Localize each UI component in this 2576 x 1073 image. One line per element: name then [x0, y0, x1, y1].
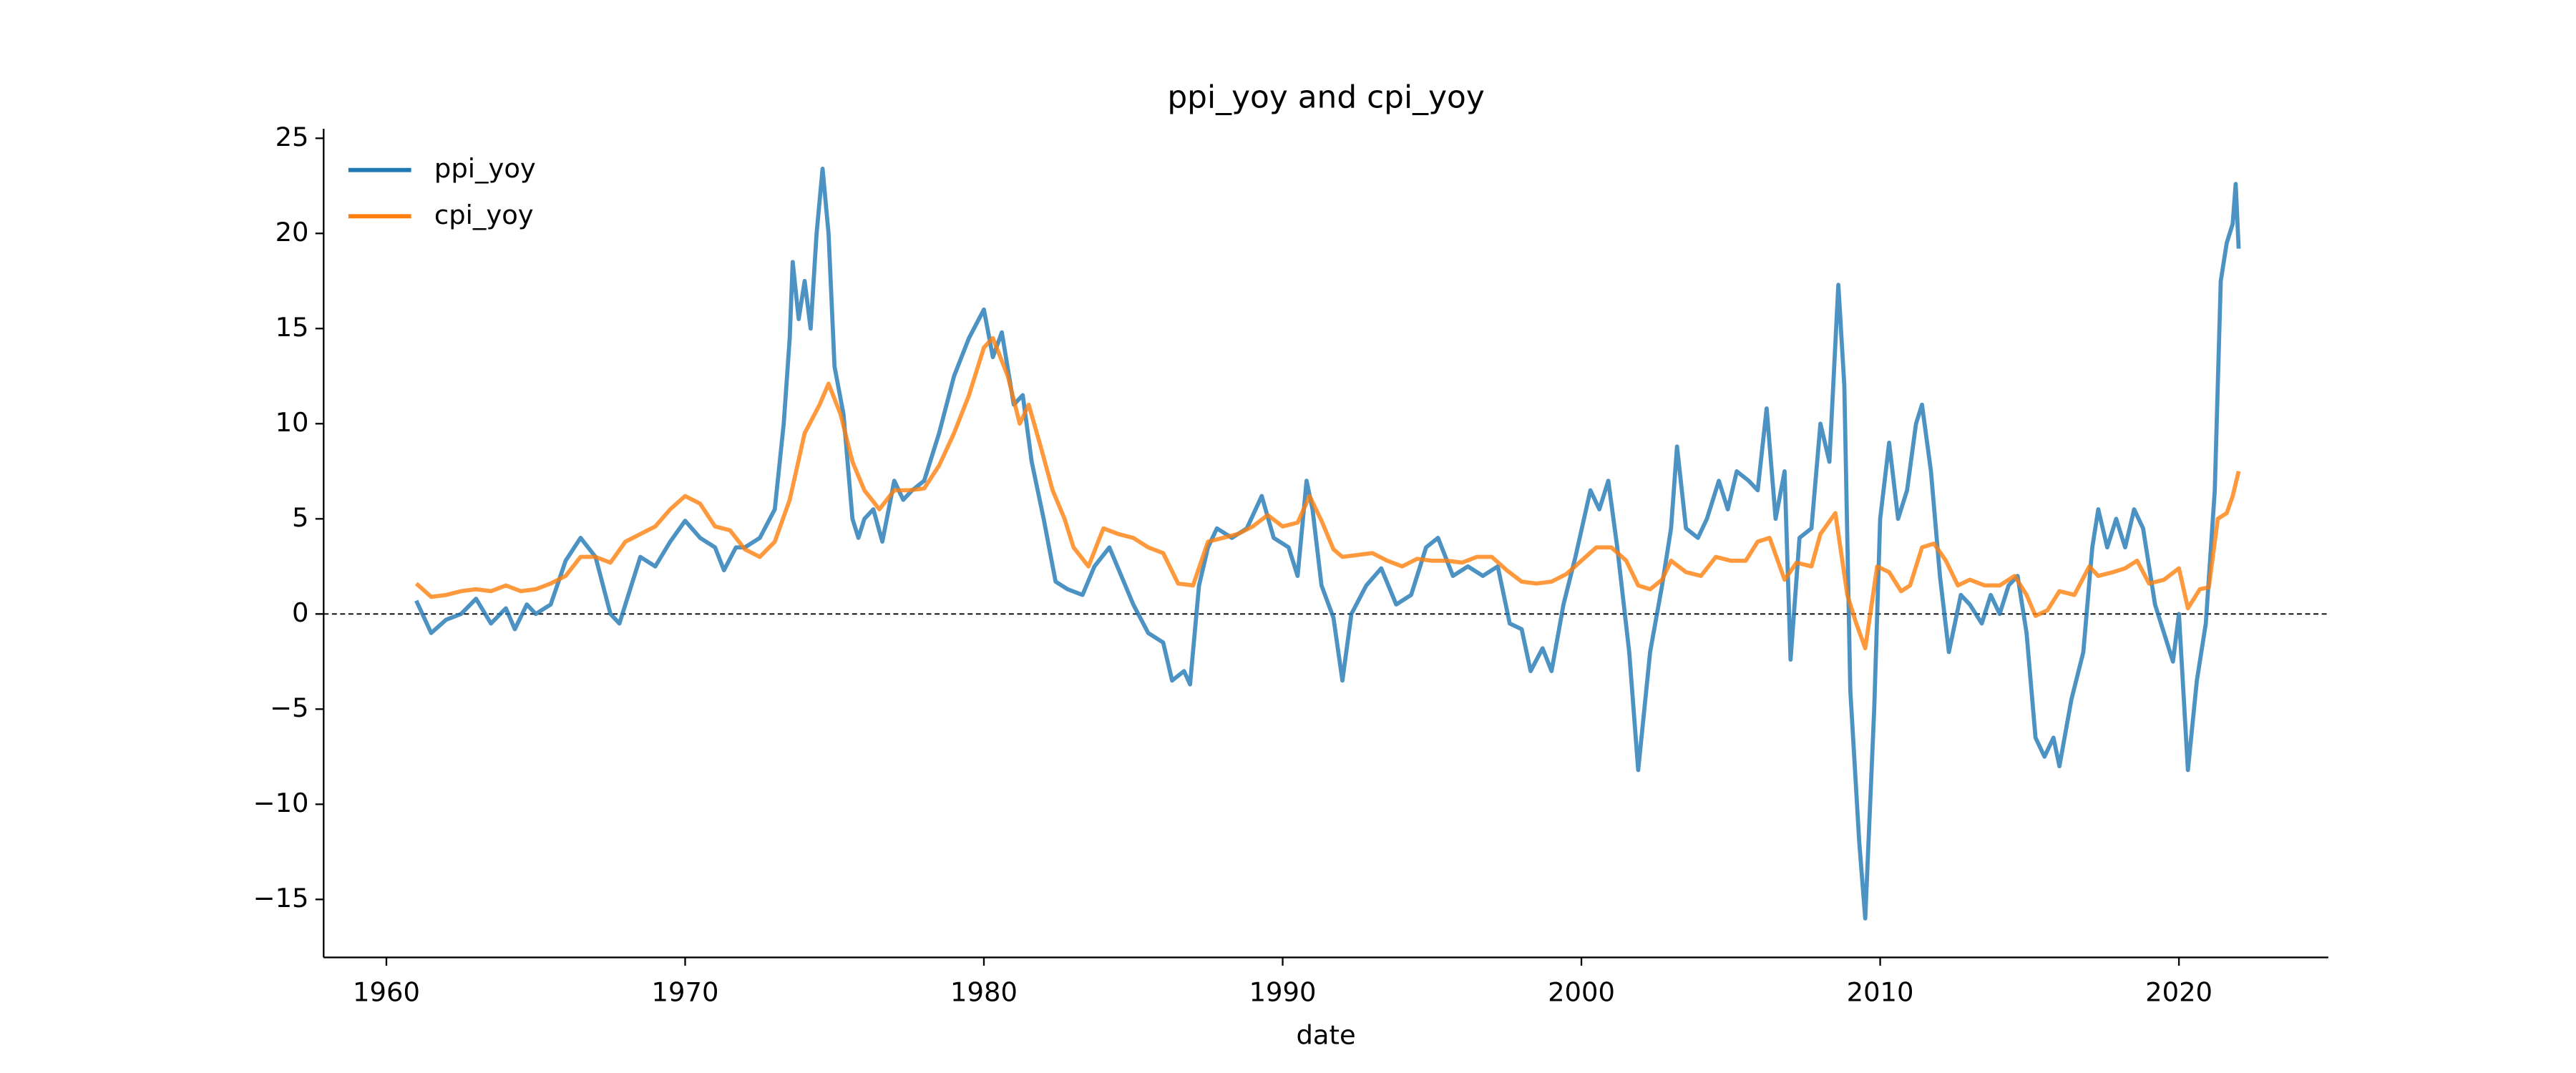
x-tick-label: 1960	[353, 977, 420, 1008]
x-tick-label: 2010	[1847, 977, 1914, 1008]
y-tick-label: 0	[292, 597, 308, 628]
y-tick-label: −15	[253, 883, 309, 913]
legend-label: ppi_yoy	[434, 153, 536, 184]
series-line	[414, 166, 2241, 921]
x-tick-label: 1990	[1249, 977, 1317, 1008]
y-tick-label: 25	[275, 122, 309, 152]
x-tick-label: 2000	[1548, 977, 1615, 1008]
chart-title: ppi_yoy and cpi_yoy	[1167, 79, 1484, 115]
y-tick-label: −5	[270, 692, 308, 723]
y-tick-label: 5	[292, 502, 308, 533]
legend-label: cpi_yoy	[434, 200, 534, 230]
x-tick-label: 1970	[652, 977, 719, 1008]
y-tick-label: 10	[275, 407, 309, 438]
x-axis-label: date	[1296, 1020, 1355, 1051]
x-tick-label: 2020	[2145, 977, 2212, 1008]
y-tick-label: 15	[275, 312, 309, 343]
y-tick-label: −10	[253, 788, 309, 818]
y-tick-label: 20	[275, 217, 309, 248]
x-tick-label: 1980	[950, 977, 1018, 1008]
series-line	[414, 335, 2241, 651]
